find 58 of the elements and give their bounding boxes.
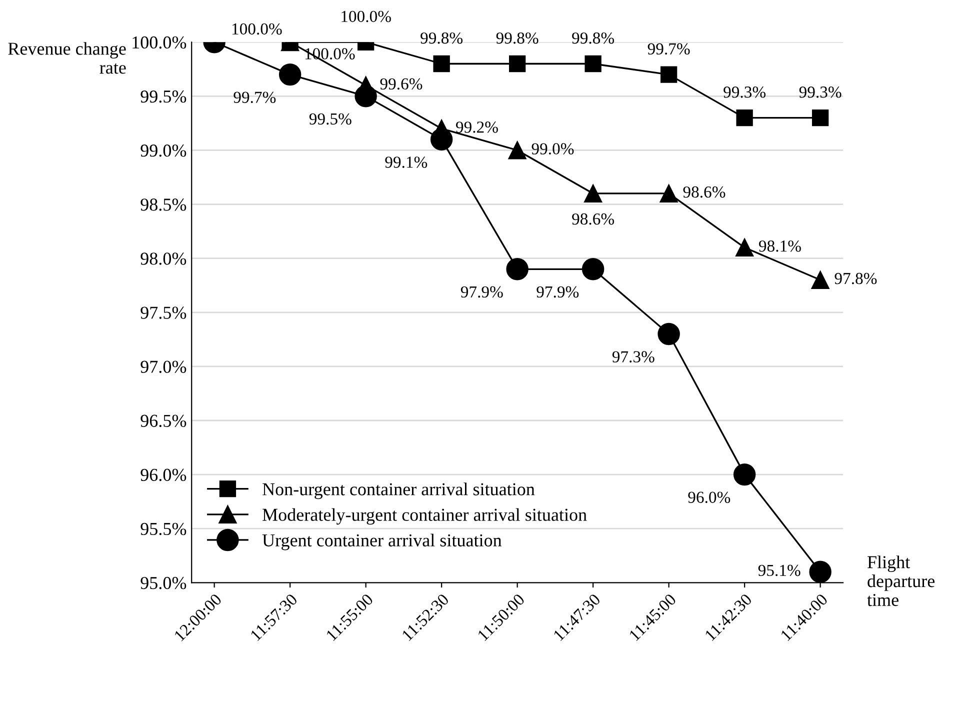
point xyxy=(736,238,754,257)
data-label: 100.0% xyxy=(342,10,391,22)
y-tick-label: 98.0% xyxy=(140,252,186,265)
data-label: 100.0% xyxy=(232,23,282,35)
data-label: 99.5% xyxy=(309,113,352,125)
y-tick-label: 99.0% xyxy=(140,144,186,157)
data-label: 97.9% xyxy=(536,286,579,298)
point xyxy=(812,109,829,126)
data-label: 98.6% xyxy=(572,213,614,225)
point xyxy=(433,55,450,72)
data-label: 99.8% xyxy=(496,32,538,44)
data-label: 97.9% xyxy=(460,286,503,298)
legend-label: Urgent container arrival situation xyxy=(262,534,502,550)
point xyxy=(811,270,830,289)
y-tick-label: 96.0% xyxy=(140,468,186,482)
legend-label: Non-urgent container arrival situation xyxy=(262,482,535,500)
y-tick-label: 95.0% xyxy=(140,576,186,590)
point xyxy=(660,66,678,83)
data-label: 99.0% xyxy=(532,143,574,154)
data-label: 98.6% xyxy=(683,186,726,198)
point xyxy=(354,85,377,108)
y-axis-title: Revenue change rate xyxy=(8,42,126,74)
data-label: 99.3% xyxy=(724,86,766,98)
point xyxy=(508,141,526,160)
y-tick-label: 95.5% xyxy=(140,522,186,536)
point xyxy=(809,560,832,583)
y-tick-label: 97.5% xyxy=(140,306,186,319)
point xyxy=(506,258,528,280)
legend-label: Moderately-urgent container arrival situation xyxy=(262,508,587,525)
point xyxy=(508,55,526,72)
point xyxy=(582,258,604,280)
point xyxy=(660,184,678,202)
point xyxy=(736,109,753,126)
data-label: 99.6% xyxy=(380,78,422,90)
data-label: 99.8% xyxy=(420,32,463,44)
data-label: 99.7% xyxy=(234,92,276,104)
x-axis-title: Flight departure time xyxy=(867,556,935,606)
data-label: 99.2% xyxy=(456,122,498,133)
point xyxy=(733,463,756,486)
data-label: 98.1% xyxy=(758,240,801,252)
y-tick-label: 100.0% xyxy=(132,36,186,49)
data-label: 97.3% xyxy=(612,351,654,362)
data-label: 99.1% xyxy=(385,156,428,168)
point xyxy=(584,55,602,72)
point xyxy=(430,128,453,151)
point xyxy=(658,322,680,346)
point xyxy=(584,184,602,202)
y-tick-label: 96.5% xyxy=(140,414,186,428)
y-tick-label: 99.5% xyxy=(140,90,186,103)
data-label: 96.0% xyxy=(688,492,730,504)
y-tick-label: 97.0% xyxy=(140,360,186,373)
y-tick-label: 98.5% xyxy=(140,198,186,211)
point xyxy=(278,63,302,86)
data-label: 95.1% xyxy=(758,564,800,576)
data-label: 99.7% xyxy=(648,43,690,55)
data-label: 97.8% xyxy=(834,272,877,284)
data-label: 99.3% xyxy=(799,86,842,98)
data-label: 99.8% xyxy=(572,32,614,44)
